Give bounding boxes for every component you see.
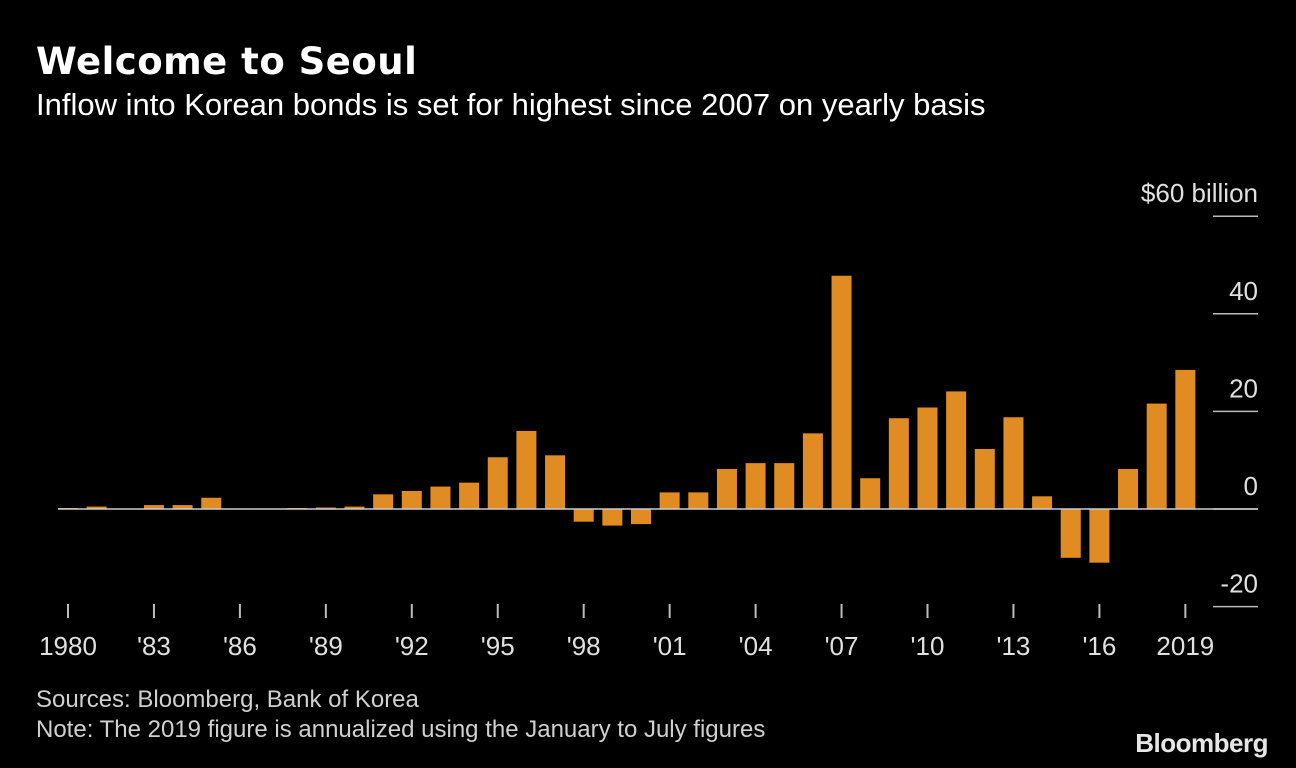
y-tick-label: -20 <box>1220 569 1258 599</box>
y-tick-label: 20 <box>1229 373 1258 403</box>
x-tick-label: '04 <box>739 631 773 661</box>
x-tick-label: '01 <box>653 631 687 661</box>
bar-2016 <box>1089 509 1110 563</box>
bar-1994 <box>459 482 480 509</box>
bar-2003 <box>716 468 737 509</box>
note-text: Note: The 2019 figure is annualized usin… <box>36 716 766 743</box>
bar-1997 <box>545 455 566 509</box>
bar-2012 <box>974 448 995 509</box>
bar-2015 <box>1060 509 1081 558</box>
x-tick-label: 1980 <box>39 631 97 661</box>
bar-2006 <box>802 433 823 509</box>
y-tick-label: 0 <box>1244 471 1258 501</box>
x-tick-label: '16 <box>1082 631 1116 661</box>
y-tick-label: $60 billion <box>1141 178 1258 208</box>
bar-2002 <box>688 492 709 509</box>
x-tick-label: '07 <box>825 631 859 661</box>
x-tick-label: 2019 <box>1156 631 1214 661</box>
bar-1996 <box>516 430 537 509</box>
bar-2017 <box>1118 468 1139 509</box>
bar-1984 <box>172 505 193 509</box>
x-tick-label: '10 <box>911 631 945 661</box>
bar-1995 <box>487 457 508 509</box>
bar-2014 <box>1032 496 1053 509</box>
chart-subtitle: Inflow into Korean bonds is set for high… <box>36 87 986 122</box>
x-tick-label: '83 <box>137 631 171 661</box>
bar-2007 <box>831 275 852 509</box>
x-tick-label: '95 <box>481 631 515 661</box>
bar-2008 <box>860 478 881 509</box>
x-tick-label: '86 <box>223 631 257 661</box>
bar-2010 <box>917 407 938 509</box>
x-tick-label: '13 <box>997 631 1031 661</box>
bar-2005 <box>774 463 795 509</box>
bar-1990 <box>344 506 365 509</box>
x-tick-label: '98 <box>567 631 601 661</box>
bar-1985 <box>201 497 222 509</box>
bar-1981 <box>86 506 107 509</box>
bar-2018 <box>1146 403 1167 509</box>
bar-1999 <box>602 509 623 526</box>
bar-2001 <box>659 492 680 509</box>
bar-1992 <box>401 490 422 509</box>
bar-1991 <box>373 494 394 509</box>
chart-title: Welcome to Seoul <box>36 40 418 83</box>
bar-2013 <box>1003 417 1024 509</box>
bar-2011 <box>946 391 967 509</box>
x-tick-label: '92 <box>395 631 429 661</box>
bar-1983 <box>143 505 164 509</box>
bar-2004 <box>745 463 766 509</box>
bar-2000 <box>631 509 651 525</box>
bloomberg-logo: Bloomberg <box>1135 728 1268 758</box>
bar-2009 <box>888 418 909 509</box>
y-tick-label: 40 <box>1229 276 1258 306</box>
bar-1993 <box>430 486 451 509</box>
bar-1998 <box>573 509 594 522</box>
bar-2019 <box>1175 369 1196 509</box>
sources-text: Sources: Bloomberg, Bank of Korea <box>36 686 419 713</box>
x-tick-label: '89 <box>309 631 343 661</box>
